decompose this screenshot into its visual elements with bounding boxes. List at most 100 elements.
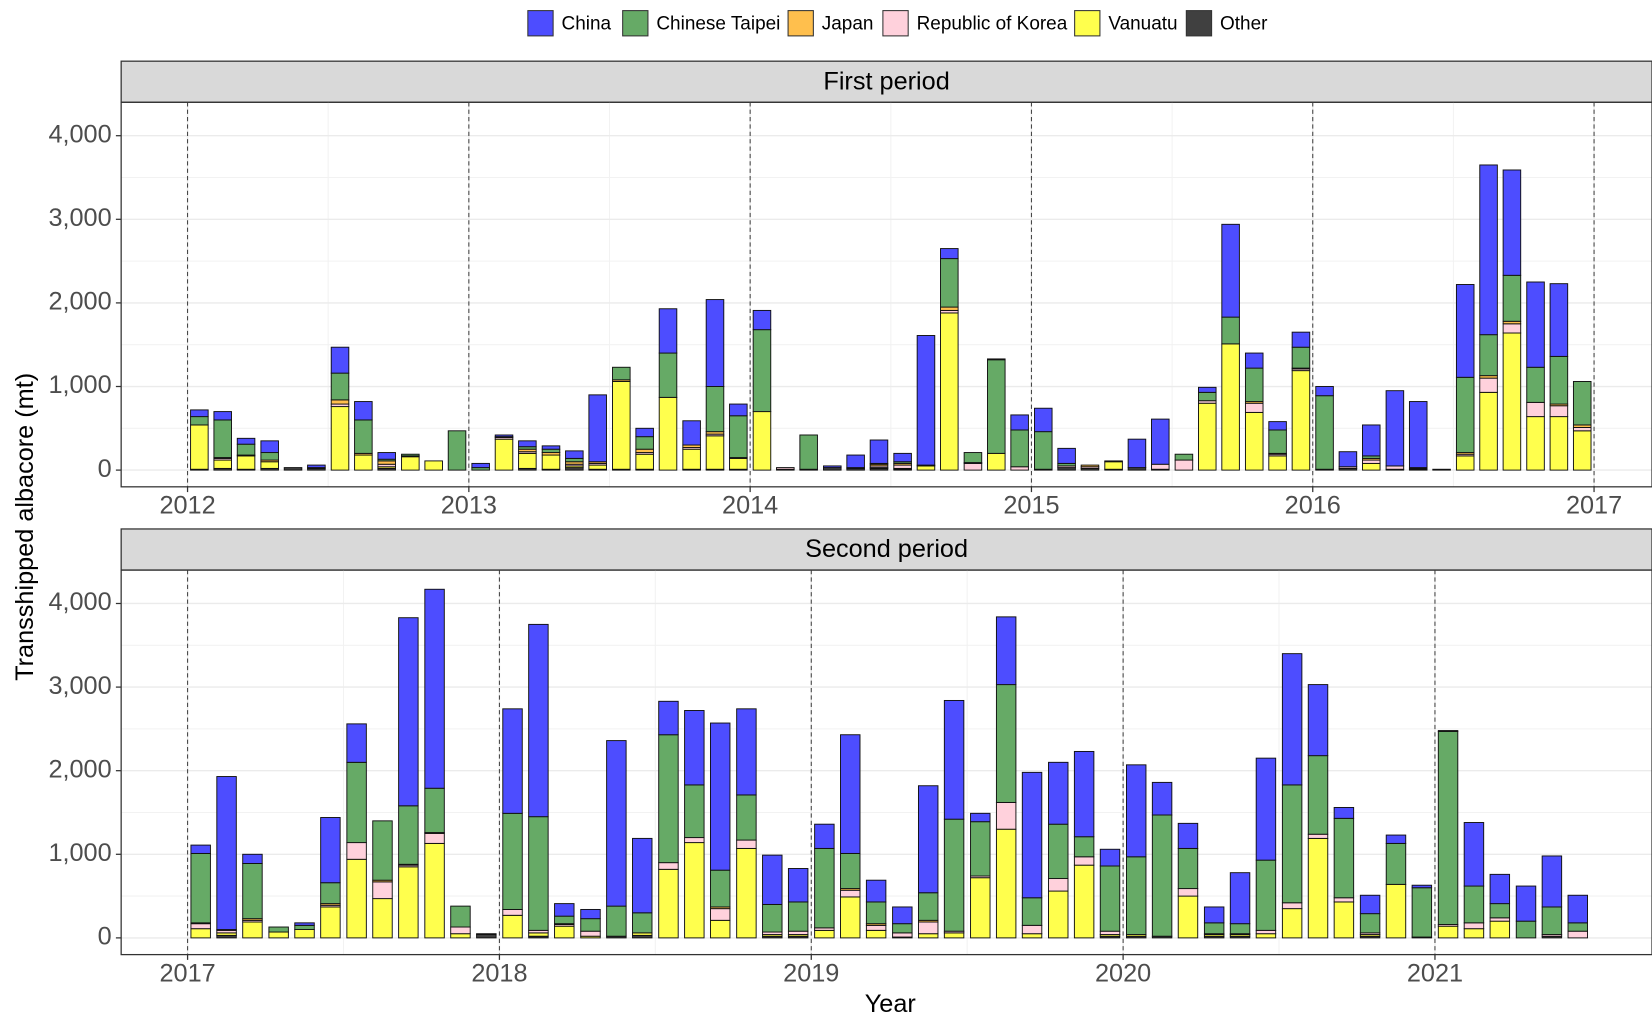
bar-segment [1479, 391, 1498, 471]
bar-segment [682, 420, 701, 446]
bar-segment [1489, 903, 1511, 919]
bar-segment [1073, 750, 1095, 838]
bar-segment [787, 868, 809, 903]
bar-segment [1479, 334, 1498, 377]
bar-segment [840, 896, 861, 939]
bar-segment [787, 901, 809, 932]
bar-segment [1361, 459, 1381, 464]
bar-segment [1099, 865, 1121, 932]
bar-segment [216, 776, 237, 931]
bar-segment [1567, 922, 1589, 932]
bar-segment [1127, 438, 1147, 469]
bar-segment [213, 411, 232, 421]
legend-swatch [787, 10, 814, 37]
bar-segment [346, 858, 367, 939]
bar-segment [736, 839, 757, 849]
x-axis-title: Year [865, 990, 916, 1018]
bar-segment [709, 722, 731, 871]
bar-segment [814, 847, 835, 929]
bar-segment [565, 450, 584, 459]
bar-segment [1463, 885, 1485, 924]
bar-segment [494, 434, 514, 438]
bar-segment [1291, 331, 1311, 348]
bar-segment [236, 437, 256, 445]
bar-segment [1151, 418, 1170, 465]
y-tick-label: 2,000 [48, 288, 111, 316]
bar-segment [450, 933, 471, 939]
bar-segment [1315, 395, 1334, 470]
bar-segment [242, 853, 263, 864]
bar-segment [1021, 924, 1043, 935]
bar-segment [736, 708, 757, 796]
bar-segment [987, 358, 1006, 361]
bar-segment [940, 312, 959, 471]
bar-segment [1268, 421, 1287, 431]
bar-segment [1174, 459, 1194, 471]
bar-segment [1151, 814, 1173, 937]
legend-label: China [562, 13, 612, 34]
bar-segment [580, 908, 601, 920]
bar-segment [1526, 416, 1545, 471]
bar-segment [1408, 401, 1428, 469]
bar-segment [1221, 223, 1240, 318]
bar-segment [1463, 928, 1485, 939]
bar-segment [330, 399, 350, 405]
bar-segment [709, 869, 731, 908]
bar-segment [450, 926, 471, 935]
bar-segment [1549, 355, 1569, 405]
bar-segment [190, 409, 209, 418]
bar-segment [1281, 653, 1303, 786]
bar-segment [658, 734, 679, 864]
bar-segment [346, 842, 367, 860]
bar-segment [1255, 757, 1277, 861]
bar-segment [1221, 343, 1240, 471]
bar-segment [684, 837, 705, 844]
legend-label: Chinese Taipei [656, 13, 780, 34]
bar-segment [916, 335, 936, 466]
bar-segment [502, 914, 523, 939]
bar-segment [917, 892, 939, 921]
y-tick-label: 0 [98, 923, 112, 951]
bar-segment [1515, 920, 1537, 939]
x-tick-label: 2020 [1095, 959, 1151, 987]
bar-segment [580, 918, 601, 932]
y-tick-label: 4,000 [48, 120, 111, 148]
legend-label: Japan [822, 13, 874, 34]
bar-segment [260, 452, 279, 461]
bar-segment [1057, 447, 1076, 464]
x-tick-label: 2017 [1566, 492, 1622, 520]
bar-segment [1281, 908, 1303, 939]
bar-segment [1455, 455, 1475, 471]
bar-segment [1099, 930, 1121, 936]
legend-swatch [527, 10, 554, 37]
bar-segment [840, 734, 861, 854]
bar-segment [1104, 461, 1123, 470]
bar-segment [1489, 917, 1511, 922]
bar-segment [970, 821, 991, 877]
bar-segment [1411, 884, 1433, 889]
bar-segment [1526, 366, 1545, 403]
bar-segment [1572, 381, 1592, 426]
bar-segment [283, 467, 303, 471]
x-tick-label: 2017 [159, 959, 215, 987]
bar-segment [1177, 847, 1199, 890]
bar-segment [213, 419, 232, 459]
bar-segment [294, 929, 315, 939]
bar-segment [354, 401, 373, 421]
bar-segment [709, 919, 731, 939]
panel-title: Second period [805, 535, 968, 563]
bar-segment [736, 847, 757, 939]
bar-segment [1463, 922, 1485, 930]
bar-segment [1307, 833, 1329, 839]
bar-segment [916, 465, 936, 471]
x-tick-label: 2014 [722, 492, 778, 520]
bar-segment [502, 812, 523, 910]
bar-segment [1048, 823, 1069, 880]
bar-segment [1177, 822, 1199, 849]
bar-segment [236, 443, 256, 456]
bar-segment [1572, 426, 1592, 432]
legend-swatch [1074, 10, 1101, 37]
bar-segment [294, 922, 315, 926]
bar-segment [554, 925, 575, 939]
bar-segment [541, 454, 561, 470]
